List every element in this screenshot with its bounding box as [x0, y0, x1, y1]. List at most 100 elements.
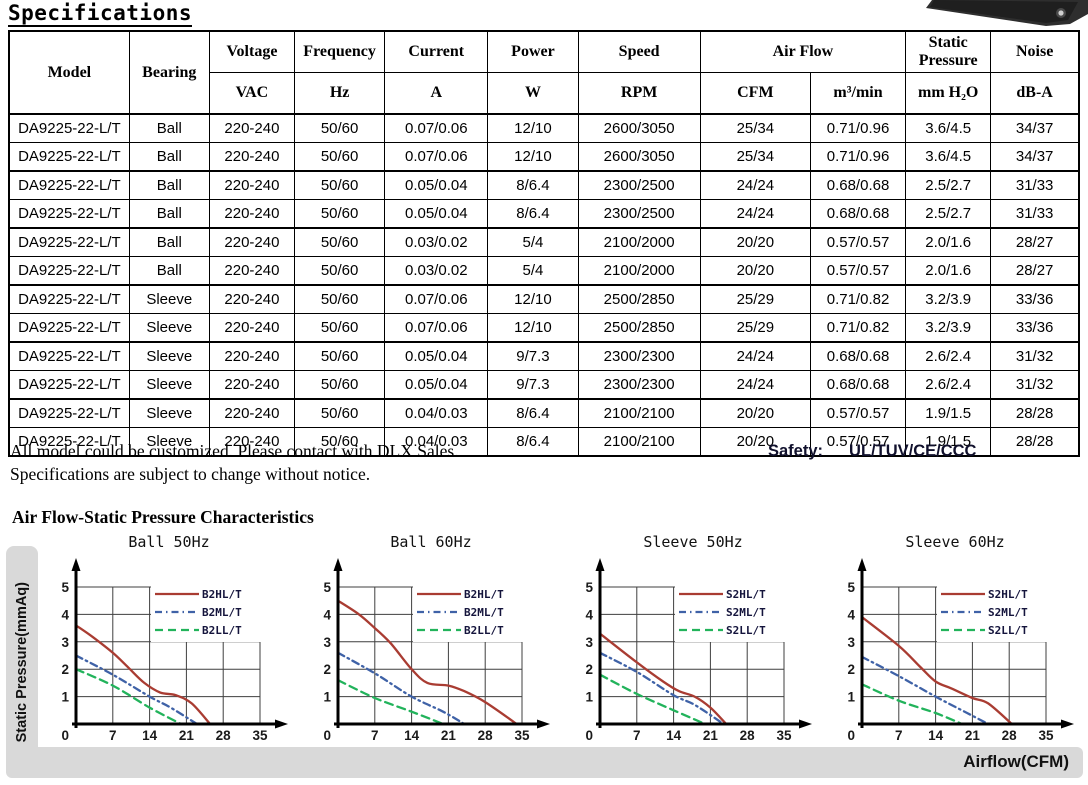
x-axis-label-strip: Airflow(CFM) [6, 747, 1083, 778]
x-tick-label: 7 [371, 728, 379, 743]
table-cell: 50/60 [294, 370, 386, 400]
table-cell: 1.9/1.5 [905, 427, 992, 457]
characteristic-charts-row: Ball 50Hz B2HL/T B2ML/T B2LL/T 1 2 3 4 5 0 7 14 21 28… [42, 533, 1082, 756]
legend-label: B2ML/T [464, 606, 504, 619]
table-cell: 0.04/0.03 [384, 398, 489, 428]
table-cell: 8/6.4 [487, 199, 579, 229]
table-cell: 0.07/0.06 [384, 113, 489, 143]
table-cell: Ball [128, 170, 210, 200]
safety-value: UL/TUV/CE/CCC [849, 442, 977, 460]
table-row: DA9225-22-L/T Ball 220-240 50/60 0.03/0.02 5/… [8, 227, 1080, 257]
unit-m3min: m³/min [809, 72, 907, 115]
legend-label: S2HL/T [988, 588, 1028, 601]
y-axis-arrow [857, 558, 867, 571]
table-cell: 50/60 [294, 341, 386, 371]
series-b2ll-t [74, 668, 183, 726]
table-cell: 220-240 [208, 284, 296, 314]
table-cell: 220-240 [208, 113, 296, 143]
table-cell: 0.71/0.96 [809, 113, 907, 143]
footnote-line-2: Specifications are subject to change wit… [10, 464, 371, 485]
table-cell: Ball [128, 256, 210, 286]
y-tick-label: 2 [847, 662, 855, 677]
table-cell: Sleeve [128, 313, 210, 343]
table-cell: 28/27 [990, 256, 1080, 286]
table-row: DA9225-22-L/T Sleeve 220-240 50/60 0.07/0.06… [8, 284, 1080, 314]
table-row: DA9225-22-L/T Sleeve 220-240 50/60 0.05/0.04… [8, 370, 1080, 400]
x-tick-label: 28 [1002, 728, 1018, 743]
table-cell: 0.03/0.02 [384, 227, 489, 257]
x-axis-label: Airflow(CFM) [963, 752, 1069, 771]
table-cell: 0.71/0.96 [809, 142, 907, 172]
table-cell: Ball [128, 113, 210, 143]
table-cell: Ball [128, 142, 210, 172]
series-b2ll-t [336, 679, 445, 726]
legend-label: S2ML/T [726, 606, 766, 619]
table-cell: 220-240 [208, 199, 296, 229]
legend-label: S2LL/T [726, 624, 766, 637]
table-cell: 0.05/0.04 [384, 170, 489, 200]
chart-block: Ball 60Hz B2HL/T B2ML/T B2LL/T 1 2 3 4 5 0 7 14 21 28… [304, 533, 558, 756]
table-row: DA9225-22-L/T Sleeve 220-240 50/60 0.05/0.04… [8, 341, 1080, 371]
table-cell: 50/60 [294, 398, 386, 428]
series-b2ml-t [336, 651, 466, 726]
table-cell: 0.68/0.68 [809, 341, 907, 371]
table-cell: 2.0/1.6 [905, 227, 992, 257]
x-tick-label: 14 [666, 728, 682, 743]
table-row: DA9225-22-L/T Ball 220-240 50/60 0.03/0.02 5/… [8, 256, 1080, 286]
table-cell: 24/24 [699, 199, 811, 229]
y-tick-label: 3 [847, 635, 855, 650]
table-cell: 28/28 [990, 427, 1080, 457]
y-axis-arrow [595, 558, 605, 571]
table-cell: 8/6.4 [487, 398, 579, 428]
table-cell: Sleeve [128, 341, 210, 371]
footnotes: All model could be customized. Please co… [10, 440, 459, 486]
table-cell: 3.6/4.5 [905, 142, 992, 172]
col-header-speed: Speed [577, 30, 701, 73]
legend-label: B2HL/T [202, 588, 242, 601]
table-cell: 220-240 [208, 313, 296, 343]
x-tick-label: 7 [109, 728, 117, 743]
col-header-current: Current [384, 30, 489, 73]
x-tick-label: 0 [585, 728, 593, 743]
table-cell: 20/20 [699, 427, 811, 457]
table-row: DA9225-22-L/T Ball 220-240 50/60 0.05/0.04 8/… [8, 170, 1080, 200]
table-cell: 220-240 [208, 227, 296, 257]
series-s2ml-t [598, 651, 725, 726]
x-tick-label: 21 [179, 728, 195, 743]
table-row: DA9225-22-L/T Sleeve 220-240 50/60 0.04/0.03… [8, 398, 1080, 428]
x-tick-label: 28 [216, 728, 232, 743]
table-cell: 24/24 [699, 170, 811, 200]
y-tick-label: 5 [585, 580, 593, 595]
x-tick-label: 35 [252, 728, 268, 743]
table-cell: 2.6/2.4 [905, 370, 992, 400]
table-header: Model Bearing Voltage Frequency Current … [8, 30, 1080, 115]
table-cell: 220-240 [208, 370, 296, 400]
col-header-voltage: Voltage [208, 30, 296, 73]
y-tick-label: 1 [323, 690, 331, 705]
table-cell: 3.2/3.9 [905, 313, 992, 343]
legend-label: B2LL/T [464, 624, 504, 637]
y-tick-label: 3 [61, 635, 69, 650]
col-header-power: Power [487, 30, 579, 73]
safety-certifications: Safety: UL/TUV/CE/CCC [768, 442, 976, 461]
table-cell: 8/6.4 [487, 170, 579, 200]
table-cell: Sleeve [128, 284, 210, 314]
x-tick-label: 0 [323, 728, 331, 743]
table-cell: 50/60 [294, 170, 386, 200]
table-cell: 0.05/0.04 [384, 370, 489, 400]
table-cell: 50/60 [294, 142, 386, 172]
table-cell: Sleeve [128, 398, 210, 428]
footnote-line-1: All model could be customized. Please co… [10, 441, 459, 461]
unit-vac: VAC [208, 72, 296, 115]
table-cell: 2100/2100 [577, 398, 701, 428]
table-cell: 2300/2500 [577, 199, 701, 229]
table-cell: 2300/2300 [577, 341, 701, 371]
legend-label: S2ML/T [988, 606, 1028, 619]
table-cell: DA9225-22-L/T [8, 427, 130, 457]
page-title: Specifications [8, 1, 193, 27]
x-tick-label: 7 [895, 728, 903, 743]
unit-a: A [384, 72, 489, 115]
chart-title: Ball 50Hz [128, 533, 210, 551]
table-cell: DA9225-22-L/T [8, 370, 130, 400]
y-axis-label: Static Pressure(mmAq) [14, 581, 30, 743]
